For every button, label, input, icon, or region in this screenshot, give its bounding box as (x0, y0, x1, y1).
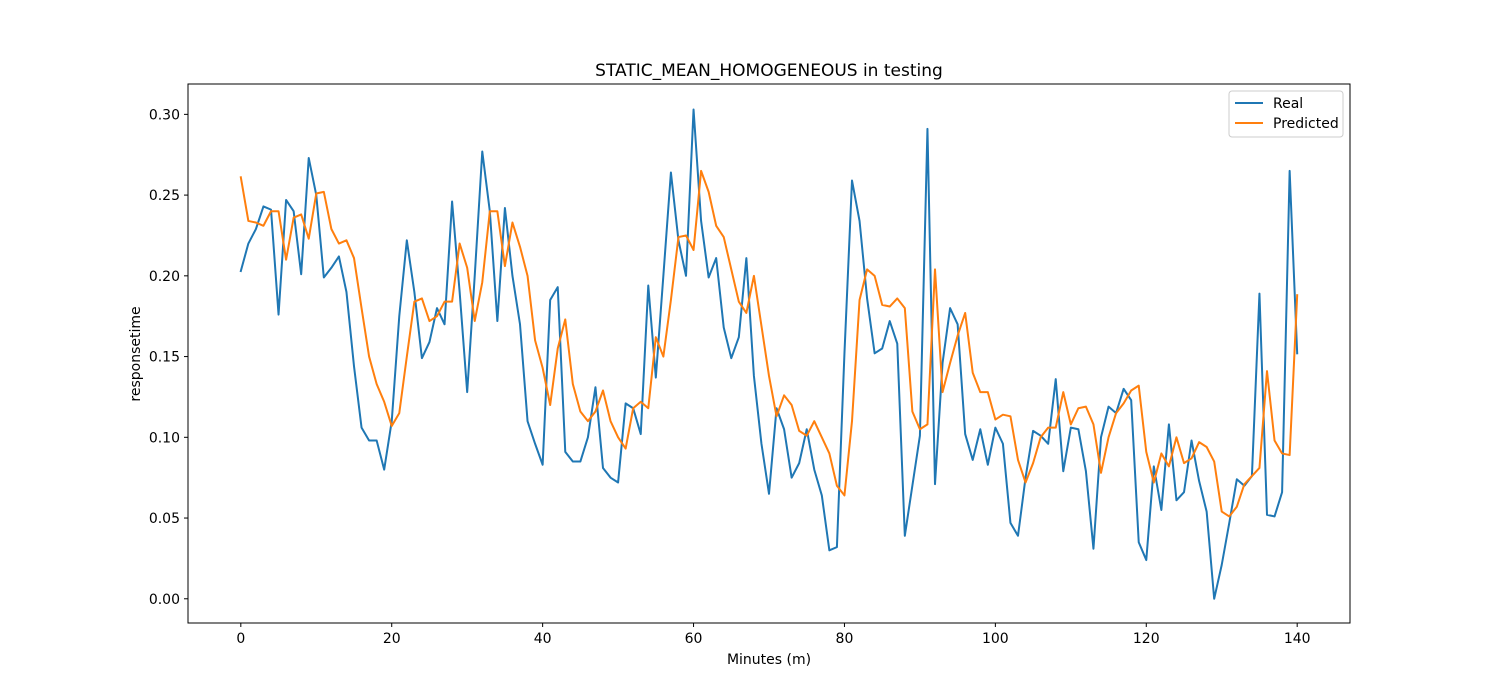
y-tick-label: 0.05 (149, 511, 180, 527)
legend: Real Predicted (1228, 90, 1344, 138)
y-tick-label: 0.20 (149, 269, 180, 285)
x-tick-label: 140 (1284, 631, 1311, 647)
y-axis-ticks: 0.00 0.05 0.10 0.15 0.20 0.25 0.30 (149, 107, 188, 608)
x-tick-label: 20 (383, 631, 401, 647)
y-tick-label: 0.00 (149, 592, 180, 608)
series-line-real (239, 108, 1299, 600)
x-tick-label: 40 (534, 631, 552, 647)
x-tick-label: 80 (836, 631, 854, 647)
x-tick-label: 100 (982, 631, 1009, 647)
x-tick-label: 120 (1133, 631, 1160, 647)
axes-frame (187, 83, 1351, 624)
y-tick-label: 0.15 (149, 350, 180, 366)
legend-label-real: Real (1273, 96, 1303, 112)
y-tick-label: 0.25 (149, 188, 180, 204)
x-axis-ticks: 0 20 40 60 80 100 120 140 (236, 623, 1311, 647)
x-tick-label: 0 (236, 631, 245, 647)
y-axis-label: responsetime (128, 306, 144, 401)
series-line-predicted (239, 169, 1299, 518)
chart-title: STATIC_MEAN_HOMOGENEOUS in testing (595, 61, 943, 81)
x-axis-label: Minutes (m) (727, 652, 811, 668)
x-tick-label: 60 (685, 631, 703, 647)
y-tick-label: 0.30 (149, 107, 180, 123)
y-tick-label: 0.10 (149, 430, 180, 446)
plot-area (239, 108, 1299, 600)
legend-label-predicted: Predicted (1273, 116, 1339, 132)
